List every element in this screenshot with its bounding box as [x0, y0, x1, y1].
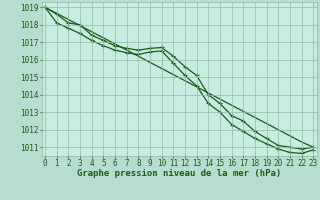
- X-axis label: Graphe pression niveau de la mer (hPa): Graphe pression niveau de la mer (hPa): [77, 169, 281, 178]
